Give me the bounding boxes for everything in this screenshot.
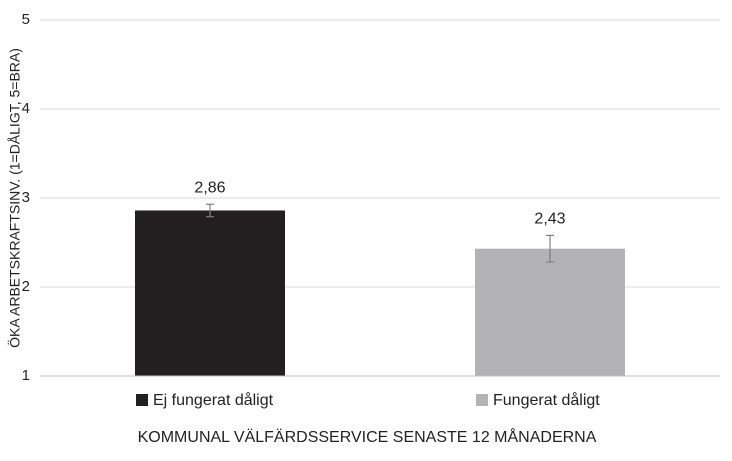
legend-label: Fungerat dåligt: [493, 391, 600, 409]
error-bar: [206, 203, 214, 218]
x-axis-label: KOMMUNAL VÄLFÄRDSSERVICE SENASTE 12 MÅNA…: [138, 427, 597, 446]
y-tick-label: 4: [22, 100, 30, 117]
y-tick-label: 1: [22, 367, 30, 384]
data-label: 2,43: [534, 211, 565, 228]
y-tick-label: 2: [22, 278, 30, 295]
legend-swatch: [476, 394, 488, 406]
bar: [475, 248, 625, 376]
y-axis-label: ÖKA ARBETSKRAFTSINV. (1=DÅLIGT, 5=BRA): [6, 48, 23, 348]
bar: [135, 210, 285, 376]
legend-label: Ej fungerat dåligt: [153, 391, 274, 409]
error-bar: [546, 234, 554, 263]
data-label: 2,86: [194, 179, 225, 196]
y-tick-label: 3: [22, 189, 30, 206]
y-tick-label: 5: [22, 11, 30, 28]
legend-swatch: [136, 394, 148, 406]
